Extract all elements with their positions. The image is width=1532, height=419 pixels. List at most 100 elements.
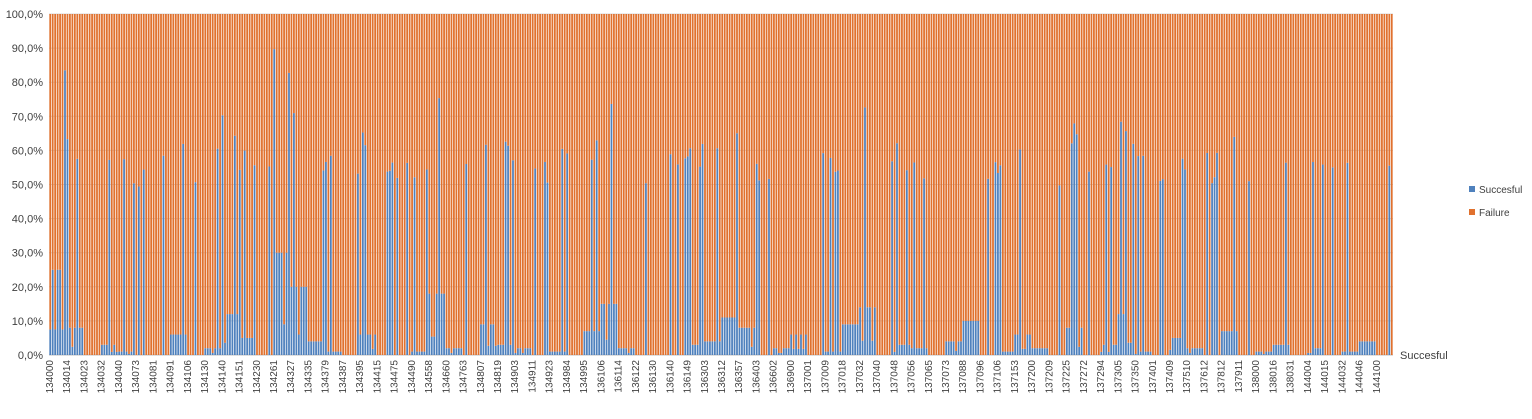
bar-succesful — [216, 148, 219, 355]
bar-succesful — [1043, 348, 1046, 355]
bar-succesful — [1110, 167, 1113, 355]
bar-failure — [1105, 14, 1108, 165]
bar-failure — [391, 14, 394, 163]
x-tick-label: 134660 — [441, 360, 452, 394]
bar-failure — [1122, 14, 1125, 315]
bar-succesful — [627, 352, 630, 355]
bar-failure — [834, 14, 837, 172]
bar-succesful — [871, 340, 874, 355]
bar-failure — [563, 14, 566, 352]
bar-succesful — [1142, 155, 1145, 355]
bar-succesful — [1216, 152, 1218, 355]
bar-succesful — [1230, 331, 1233, 355]
bar-failure — [1019, 14, 1021, 150]
bar-succesful — [1206, 152, 1209, 355]
bar-succesful — [753, 327, 756, 355]
bar-failure — [775, 14, 778, 349]
x-tick-label: 134903 — [510, 360, 521, 394]
bar-failure — [635, 14, 637, 355]
bar-failure — [93, 14, 96, 355]
bar-failure — [283, 14, 285, 325]
bar-succesful — [792, 348, 795, 355]
x-tick-label: 134379 — [321, 360, 332, 394]
bar-succesful — [445, 348, 448, 355]
bar-succesful — [337, 351, 340, 355]
x-tick-label: 136140 — [665, 360, 676, 394]
bar-failure — [293, 14, 295, 114]
bar-failure — [947, 14, 950, 342]
bar-succesful — [544, 161, 546, 355]
y-tick-label: 100,0% — [6, 9, 44, 21]
bar-failure — [140, 14, 143, 355]
bar-failure — [856, 14, 859, 325]
bar-succesful — [290, 286, 293, 355]
bar-succesful — [101, 344, 103, 355]
bar-succesful — [440, 293, 443, 355]
bar-failure — [817, 14, 820, 355]
bar-succesful — [844, 324, 847, 355]
bar-failure — [1319, 14, 1322, 349]
bar-failure — [76, 14, 79, 159]
bar-succesful — [327, 351, 330, 355]
bar-failure — [337, 14, 340, 352]
bar-succesful — [952, 341, 955, 355]
bar-failure — [268, 14, 271, 167]
x-tick-label: 144004 — [1303, 360, 1314, 394]
bar-failure — [881, 14, 884, 355]
bar-failure — [768, 14, 770, 179]
bar-succesful — [1107, 351, 1110, 355]
bar-series — [49, 14, 1393, 356]
bar-succesful — [485, 144, 487, 355]
bar-succesful — [1031, 348, 1034, 355]
bar-failure — [534, 14, 537, 169]
bar-succesful — [822, 153, 825, 355]
bar-failure — [359, 14, 362, 335]
bar-succesful — [908, 344, 911, 355]
bar-failure — [1112, 14, 1115, 345]
bar-failure — [930, 14, 933, 355]
bar-failure — [869, 14, 871, 308]
bar-failure — [88, 14, 91, 355]
bar-succesful — [317, 341, 320, 355]
bar-failure — [827, 14, 829, 352]
bar-failure — [1376, 14, 1378, 355]
x-tick-label: 136312 — [717, 360, 728, 394]
bar-succesful — [945, 341, 948, 355]
bar-failure — [785, 14, 788, 349]
bar-succesful — [310, 341, 313, 355]
bar-succesful — [391, 162, 394, 355]
bar-succesful — [211, 352, 214, 355]
bar-succesful — [617, 348, 620, 355]
bar-succesful — [169, 334, 172, 355]
bar-succesful — [832, 351, 834, 355]
bar-succesful — [1363, 341, 1366, 355]
x-tick-label: 134335 — [303, 360, 314, 394]
bar-failure — [1085, 14, 1088, 355]
bar-failure — [379, 14, 381, 355]
bar-succesful — [864, 107, 866, 356]
bar-failure — [453, 14, 455, 349]
bar-failure — [349, 14, 352, 355]
bar-failure — [1011, 14, 1014, 352]
bar-succesful — [736, 133, 738, 355]
bar-failure — [625, 14, 628, 349]
bar-failure — [891, 14, 893, 162]
bar-failure — [854, 14, 857, 325]
bar-failure — [135, 14, 138, 355]
bar-failure — [1299, 14, 1302, 355]
bar-succesful — [302, 286, 305, 355]
bar-failure — [1051, 14, 1053, 355]
bar-succesful — [1225, 331, 1228, 355]
bar-succesful — [873, 307, 876, 355]
bar-failure — [738, 14, 741, 328]
bar-succesful — [489, 324, 492, 355]
bar-failure — [1287, 14, 1290, 345]
bar-failure — [721, 14, 724, 318]
bar-succesful — [162, 155, 165, 355]
bar-succesful — [841, 324, 844, 355]
x-tick-label: 134807 — [476, 360, 487, 394]
bar-succesful — [406, 162, 409, 355]
bar-succesful — [512, 160, 514, 355]
bar-failure — [829, 14, 832, 158]
bar-succesful — [1112, 344, 1115, 355]
